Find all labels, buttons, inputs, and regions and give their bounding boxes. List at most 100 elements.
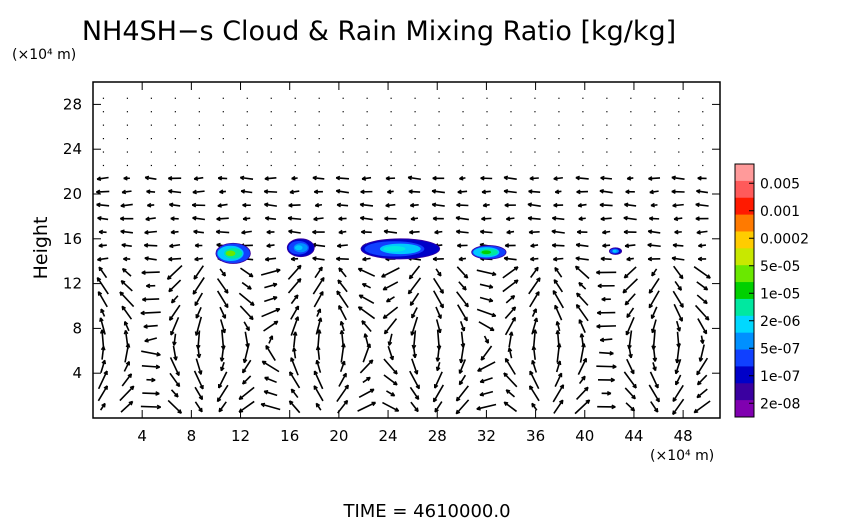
wind-vector <box>551 243 565 248</box>
wind-vector <box>456 266 469 279</box>
wind-vector <box>120 400 134 413</box>
wind-vector <box>575 303 589 322</box>
wind-dot <box>366 164 368 167</box>
wind-vector <box>335 188 349 194</box>
wind-vector <box>410 216 419 222</box>
wind-vector <box>626 256 634 262</box>
wind-vector <box>194 292 204 307</box>
wind-vector <box>193 176 204 181</box>
wind-vector <box>554 189 562 195</box>
wind-dot <box>606 111 608 113</box>
wind-vector <box>504 357 516 375</box>
wind-vector <box>649 371 659 389</box>
colorbar-swatch <box>735 383 754 401</box>
wind-vector <box>123 175 130 181</box>
wind-vector <box>432 256 444 262</box>
wind-dot <box>486 124 488 126</box>
wind-vector <box>435 319 442 334</box>
wind-vector <box>433 371 443 389</box>
wind-vector <box>528 189 541 194</box>
wind-vector <box>411 330 417 350</box>
wind-dot <box>462 124 464 126</box>
wind-vector <box>339 330 345 349</box>
wind-dot <box>510 124 512 126</box>
wind-dot <box>678 97 680 99</box>
wind-vector <box>505 216 515 222</box>
wind-vector <box>574 265 590 280</box>
wind-vector <box>144 337 158 343</box>
wind-vector <box>503 401 518 413</box>
wind-vector <box>552 290 565 309</box>
wind-vector <box>436 329 442 350</box>
wind-vector <box>672 203 684 208</box>
wind-vector <box>219 189 226 195</box>
wind-vector <box>141 364 161 370</box>
wind-dot <box>702 124 704 126</box>
wind-dot <box>102 151 105 153</box>
wind-vector <box>623 215 637 221</box>
wind-vector <box>383 358 398 375</box>
wind-vector <box>409 370 420 390</box>
wind-dot <box>222 164 224 167</box>
wind-vector <box>476 269 497 277</box>
wind-vector <box>192 189 205 195</box>
x-tick-label: 48 <box>674 427 693 445</box>
cloud-region <box>471 245 507 260</box>
wind-vector <box>361 320 372 333</box>
wind-dot <box>534 124 536 126</box>
wind-vector <box>508 331 514 348</box>
wind-vector <box>552 256 564 262</box>
wind-vector <box>531 317 539 335</box>
wind-dot <box>462 164 464 167</box>
wind-vector <box>385 203 396 208</box>
wind-vector <box>579 333 585 346</box>
wind-vector <box>435 306 442 320</box>
wind-dot <box>486 151 488 153</box>
wind-vector <box>168 176 182 181</box>
wind-vector <box>456 202 469 208</box>
wind-dot <box>222 151 224 153</box>
wind-vector <box>123 320 130 332</box>
wind-dot <box>342 138 344 140</box>
wind-vector <box>170 316 180 336</box>
wind-dot <box>414 97 416 99</box>
wind-vector <box>242 216 251 222</box>
wind-vector <box>599 202 613 208</box>
wind-vector <box>627 330 633 350</box>
wind-vector <box>144 229 157 235</box>
wind-dot <box>366 138 368 140</box>
wind-vector <box>290 305 300 320</box>
wind-vector <box>479 283 494 289</box>
wind-vector <box>596 270 617 275</box>
wind-vector <box>528 229 540 235</box>
wind-vector <box>219 268 226 277</box>
wind-dot <box>246 111 248 113</box>
wind-vector <box>459 175 466 181</box>
wind-vector <box>435 268 442 277</box>
wind-vector <box>260 402 281 411</box>
colorbar-swatch <box>735 248 754 266</box>
wind-vector <box>243 321 250 332</box>
wind-vector <box>431 189 445 194</box>
wind-vector <box>96 176 109 182</box>
colorbar-swatch <box>735 180 754 199</box>
wind-vector <box>647 256 661 262</box>
wind-dot <box>678 164 680 167</box>
wind-vector <box>648 278 660 294</box>
wind-vector <box>170 295 179 304</box>
wind-vector <box>260 268 281 276</box>
wind-vector <box>172 345 178 361</box>
wind-vector <box>194 386 204 401</box>
wind-vector <box>651 329 657 350</box>
wind-vector <box>623 371 637 389</box>
wind-dot <box>318 111 320 113</box>
colorbar-swatch <box>735 282 754 300</box>
wind-dot <box>534 138 536 140</box>
wind-vector <box>170 216 179 221</box>
wind-vector <box>531 359 538 373</box>
wind-vector <box>313 291 324 308</box>
wind-vector <box>597 404 616 410</box>
wind-vector <box>315 317 323 335</box>
wind-vector <box>432 175 445 181</box>
wind-vector <box>121 242 132 248</box>
